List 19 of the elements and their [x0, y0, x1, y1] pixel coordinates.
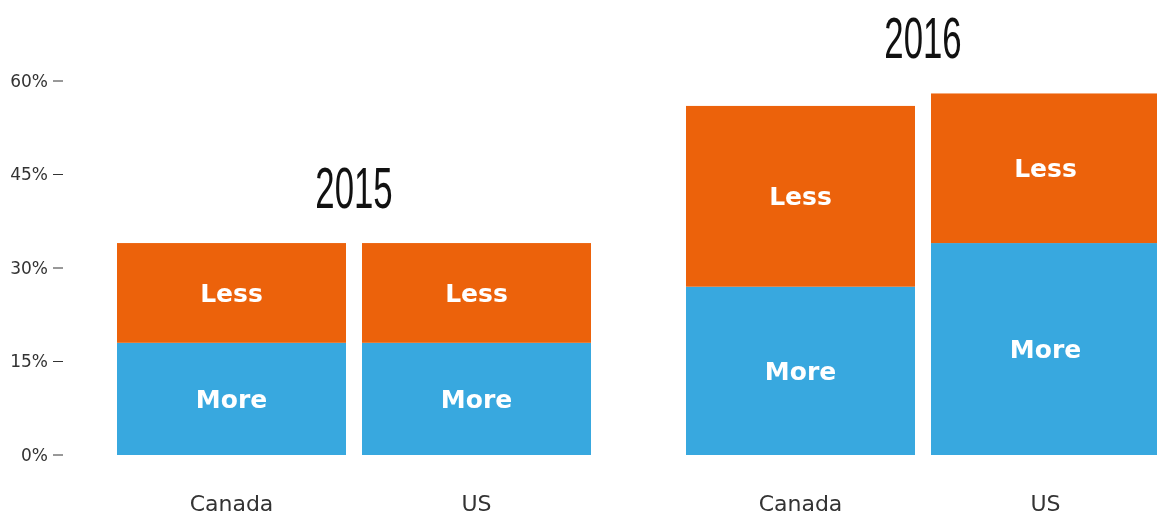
text: Less — [769, 182, 832, 212]
x-tick-label: Canada — [758, 490, 843, 516]
text: More — [440, 384, 513, 414]
annotation: 2015 — [315, 155, 393, 221]
x-tick-label: US — [461, 490, 492, 516]
y-tick-label: 60% — [10, 70, 48, 91]
x-tick-label: US — [1030, 490, 1061, 516]
y-tick-label: 45% — [10, 164, 48, 185]
text: More — [1009, 334, 1082, 364]
y-tick-label: 30% — [10, 257, 48, 278]
series-label: More — [195, 384, 268, 414]
text: 2016 — [884, 6, 962, 71]
text: Less — [445, 278, 508, 308]
x-tick-label: Canada — [189, 490, 274, 516]
text: Less — [1014, 154, 1077, 184]
series-label: Less — [200, 278, 263, 308]
y-tick-label: 0% — [21, 444, 48, 465]
y-tick-label: 15% — [10, 351, 48, 372]
text: More — [764, 356, 837, 386]
